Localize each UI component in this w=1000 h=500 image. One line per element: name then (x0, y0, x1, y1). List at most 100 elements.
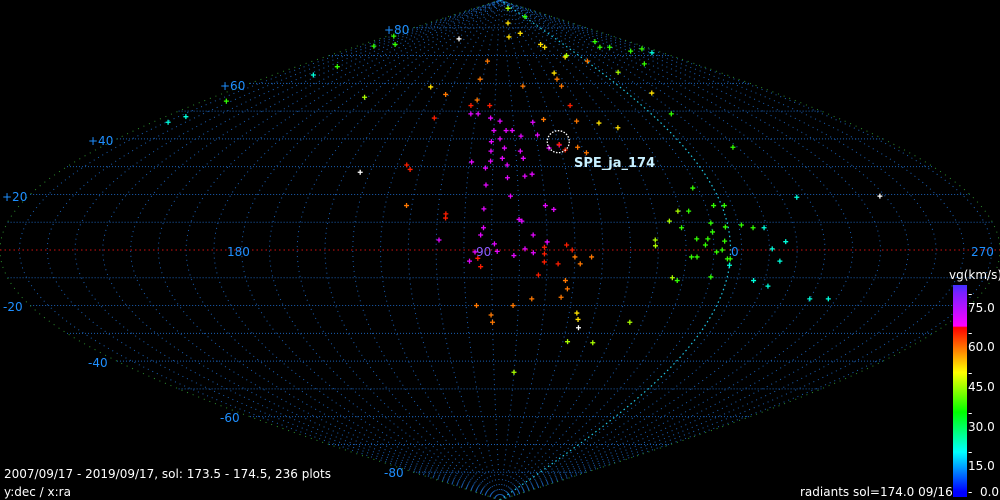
radiant-point (491, 128, 497, 134)
radiant-point (480, 225, 486, 231)
radiant-point (505, 20, 511, 26)
radiant-point (511, 253, 517, 259)
radiant-point (517, 148, 523, 154)
radiant-point (652, 237, 658, 243)
radiant-point (357, 169, 363, 175)
meridian-line (499, 0, 798, 500)
radiant-point (559, 83, 565, 89)
radiant-point (497, 118, 503, 124)
radiant-point (794, 194, 800, 200)
radiant-point (490, 319, 496, 325)
colorbar-tick-30: - 30.0 (968, 406, 995, 434)
meridian-line (463, 0, 501, 500)
radiant-point (710, 229, 716, 235)
radiant-point (607, 44, 613, 50)
radiant-point (567, 103, 573, 109)
radiant-point (562, 278, 568, 284)
radiant-point (565, 339, 571, 345)
radiant-point (404, 162, 410, 168)
radiant-point (877, 193, 883, 199)
radiant-point (504, 162, 510, 168)
radiant-point (503, 128, 509, 134)
radiant-point (506, 34, 512, 40)
meridian-line (102, 0, 501, 500)
colorbar-gradient (953, 285, 967, 497)
radiant-point (596, 120, 602, 126)
radiant-point (575, 144, 581, 150)
map-outline-right (499, 0, 1000, 500)
radiant-point (674, 278, 680, 284)
radiant-point (627, 319, 633, 325)
radiant-point (564, 242, 570, 248)
radiant-point (468, 111, 474, 117)
meridian-line (296, 0, 501, 500)
radiant-point (183, 114, 189, 120)
dec-label-60: +60 (220, 79, 246, 93)
meridian-line (268, 0, 501, 500)
radiant-point (714, 249, 720, 255)
radiant-point (504, 175, 510, 181)
meridian-line (499, 0, 687, 500)
radiant-point (542, 44, 548, 50)
ra-label-0: 0 (731, 245, 739, 259)
radiant-point (555, 261, 561, 267)
dec-label-20: +20 (2, 190, 28, 204)
radiant-point (530, 232, 536, 238)
radiant-point (516, 216, 522, 222)
radiant-point (722, 224, 728, 230)
radiant-point (517, 30, 523, 36)
meridian-line (407, 0, 501, 500)
radiant-point (765, 283, 771, 289)
radiant-point (497, 136, 503, 142)
radiant-point (475, 255, 481, 261)
radiant-point (522, 246, 528, 252)
radiant-point (694, 236, 700, 242)
radiant-point (467, 258, 473, 264)
dec-label-minus20: -20 (3, 300, 23, 314)
radiant-point (577, 261, 583, 267)
ra-zero-meridian (499, 0, 732, 500)
radiant-point (505, 5, 511, 11)
meridian-line (185, 0, 501, 500)
radiant-point (558, 294, 564, 300)
meridian-line (499, 0, 937, 500)
radiant-point (564, 53, 570, 59)
radiant-point (641, 61, 647, 67)
meridian-line (499, 0, 576, 500)
radiant-point (530, 250, 536, 256)
radiant-point (428, 84, 434, 90)
radiant-point (589, 254, 595, 260)
meridian-line (499, 0, 548, 500)
radiant-point (541, 259, 547, 265)
radiant-point (653, 243, 659, 249)
radiant-point (488, 139, 494, 145)
radiant-point (575, 316, 581, 322)
radiant-point (708, 220, 714, 226)
colorbar-tick-label: 15.0 (968, 459, 995, 473)
radiant-point (472, 249, 478, 255)
dec-label-minus80: -80 (384, 466, 404, 480)
radiant-point (649, 90, 655, 96)
radiant-point (705, 236, 711, 242)
radiant-point (761, 225, 767, 231)
radiant-point (615, 125, 621, 131)
radiant-point (392, 41, 398, 47)
radiant-point (730, 144, 736, 150)
radiant-point (529, 171, 535, 177)
radiant-point (509, 128, 515, 134)
radiant-point (807, 296, 813, 302)
radiant-point (751, 278, 757, 284)
radiant-point (597, 44, 603, 50)
radiant-point (726, 262, 732, 268)
ra-label-90: 90 (476, 245, 492, 259)
dec-label-80: +80 (384, 23, 410, 37)
meridian-line (499, 0, 770, 500)
radiant-point (686, 208, 692, 214)
radiant-point (722, 238, 728, 244)
radiant-point (669, 275, 675, 281)
radiant-point (694, 254, 700, 260)
radiant-point (481, 206, 487, 212)
ra-label-270: 270 (971, 245, 994, 259)
radiant-point (783, 239, 789, 245)
